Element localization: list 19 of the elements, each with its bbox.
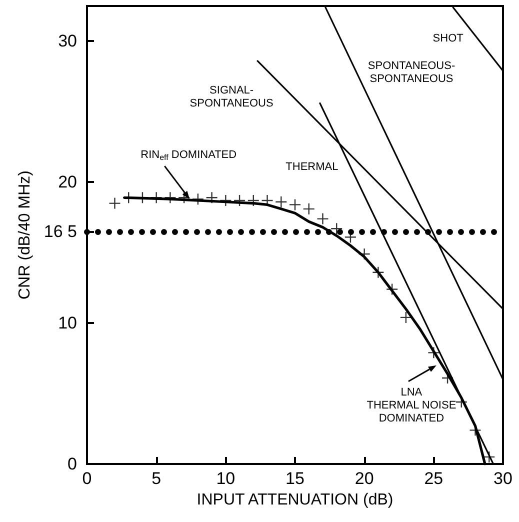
x-tick-label: 20: [354, 469, 374, 488]
x-tick-label: 25: [424, 469, 444, 488]
y-tick-label: 30: [58, 32, 77, 51]
x-axis-title: INPUT ATTENUATION (dB): [196, 492, 394, 508]
series-label: THERMAL: [286, 161, 338, 174]
x-tick-label: 15: [286, 469, 304, 488]
annotation: LNA THERMAL NOISE DOMINATED: [366, 386, 456, 424]
x-tick-label: 0: [82, 469, 92, 488]
y-tick-label: 0: [68, 454, 77, 474]
y-tick-label: 16 5: [44, 222, 77, 241]
x-tick-label: 5: [152, 469, 162, 488]
x-tick-label: 10: [216, 469, 236, 488]
y-axis-title: CNR (dB/40 MHz): [16, 170, 34, 300]
series-label: SIGNAL- SPONTANEOUS: [190, 84, 274, 110]
series-label: SHOT: [432, 32, 464, 44]
x-tick-label: 30: [494, 469, 512, 488]
series-label: SPONTANEOUS- SPONTANEOUS: [368, 60, 456, 85]
y-tick-label: 10: [58, 314, 77, 333]
y-tick-label: 20: [58, 172, 77, 192]
